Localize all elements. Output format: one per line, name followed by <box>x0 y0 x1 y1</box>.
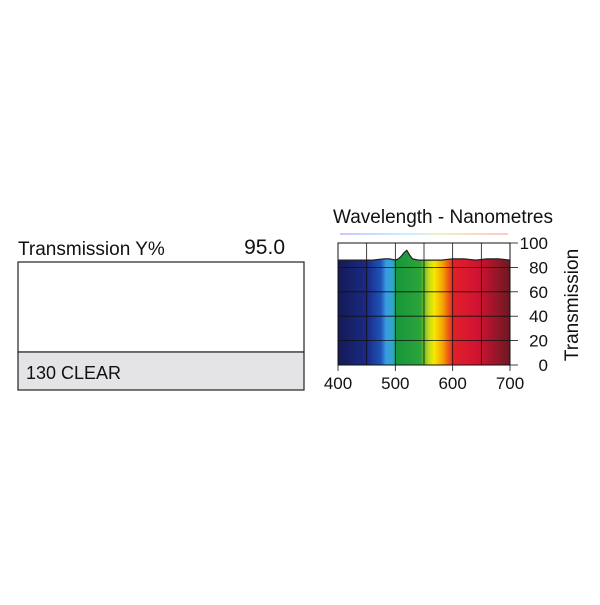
x-tick-label: 600 <box>438 374 466 393</box>
y-tick-label: 100 <box>520 234 548 253</box>
y-tick-label: 60 <box>529 283 548 302</box>
chart-title: Wavelength - Nanometres <box>333 207 553 228</box>
y-axis-label: Transmission <box>562 249 583 361</box>
y-tick-label: 0 <box>539 356 548 375</box>
curve-line <box>338 249 511 261</box>
transmission-label: Transmission Y% <box>18 239 165 260</box>
y-tick-label: 40 <box>529 307 548 326</box>
name-bar <box>17 351 305 391</box>
transmission-value: 95.0 <box>244 236 285 259</box>
swatch <box>17 261 305 353</box>
plot-frame <box>337 242 511 366</box>
decor-line <box>340 233 508 235</box>
x-tick-label: 400 <box>324 374 352 393</box>
y-tick-label: 80 <box>529 258 548 277</box>
plot: 400 500 600 700 0 20 40 60 80 100 <box>324 234 548 393</box>
x-tick-label: 500 <box>381 374 409 393</box>
y-tick-label: 20 <box>529 332 548 351</box>
filter-name: 130 CLEAR <box>26 363 121 383</box>
x-tick-label: 700 <box>496 374 524 393</box>
